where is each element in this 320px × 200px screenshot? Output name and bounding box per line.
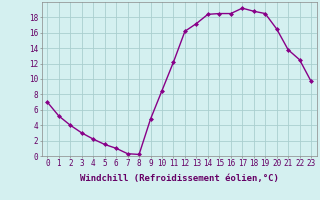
X-axis label: Windchill (Refroidissement éolien,°C): Windchill (Refroidissement éolien,°C) <box>80 174 279 183</box>
